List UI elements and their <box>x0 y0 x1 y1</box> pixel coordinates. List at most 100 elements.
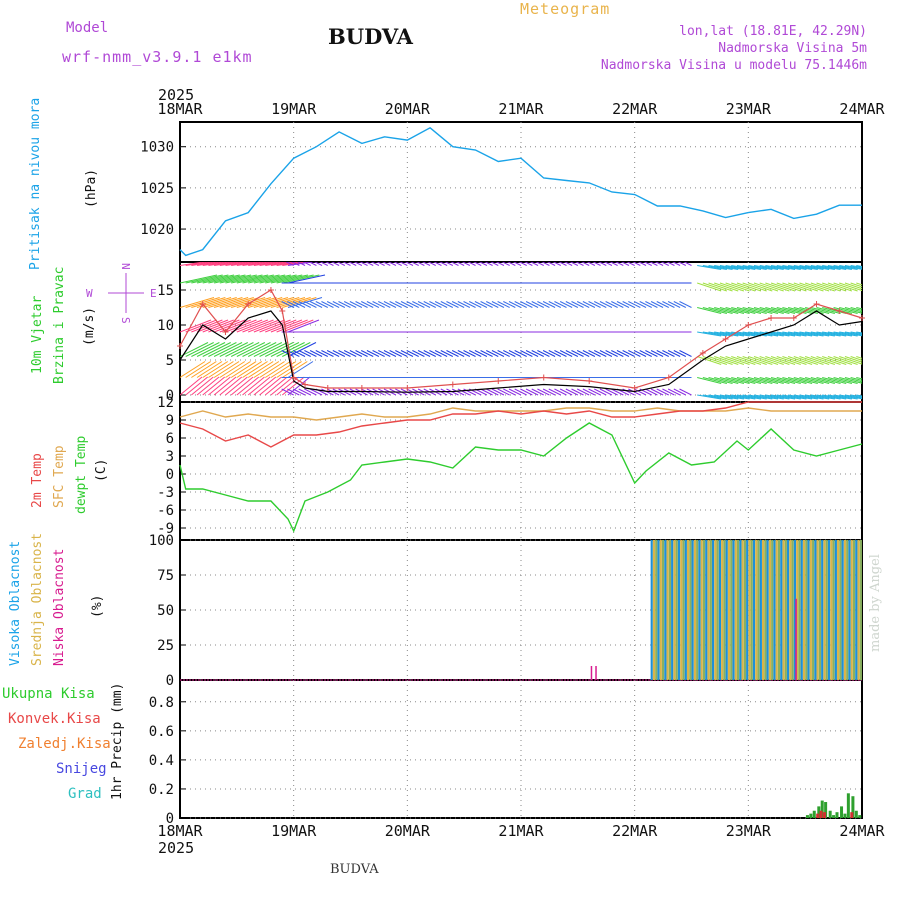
wind-barb <box>548 388 562 396</box>
wind-barb <box>495 262 505 266</box>
wind-barb <box>276 342 305 357</box>
wind-barb <box>650 301 664 308</box>
wind-barb <box>463 350 476 357</box>
wind-barb <box>793 331 818 337</box>
wind-barb <box>594 350 607 357</box>
wind-barb <box>782 265 807 270</box>
wind-barb <box>637 262 647 266</box>
wind-barb <box>770 282 796 292</box>
time-label-top: 19MAR <box>271 100 317 118</box>
gust-mark <box>722 336 729 342</box>
wind-barb <box>343 301 357 308</box>
compass-s: S <box>119 317 132 324</box>
wind-barb <box>520 388 533 396</box>
tick-label: -9 <box>157 521 174 537</box>
wind-barb <box>742 265 767 270</box>
wind-barb <box>259 297 294 308</box>
wind-barb <box>861 332 862 333</box>
wind-barbs <box>180 262 862 400</box>
wind-barb <box>208 274 246 284</box>
wind-barb <box>264 361 291 378</box>
wind-barb <box>451 301 465 308</box>
wind-barb <box>697 394 722 400</box>
wind-barb <box>736 377 762 384</box>
wind-barb <box>242 274 280 284</box>
wind-barb <box>725 307 750 314</box>
precip-bar <box>840 806 844 818</box>
wind-barb <box>714 377 739 384</box>
wind-barb <box>844 356 862 363</box>
wind-barb <box>850 394 862 398</box>
wind-barb <box>649 262 658 266</box>
wind-barb <box>276 376 299 396</box>
wind-barb <box>810 377 835 384</box>
wind-barb <box>548 350 562 357</box>
wind-barb <box>833 394 858 400</box>
wind-barb <box>569 262 579 266</box>
wind-barb <box>491 301 505 308</box>
wind-barb <box>731 394 756 400</box>
wind-barb <box>736 394 762 400</box>
wind-barb <box>213 376 237 396</box>
wind-barb <box>518 262 527 266</box>
wind-barb <box>776 394 801 400</box>
wind-barb <box>805 394 830 400</box>
wind-barb <box>805 282 830 292</box>
wind-barb <box>231 274 269 284</box>
wind-barb <box>304 350 317 357</box>
wind-barb <box>833 282 858 292</box>
wind-barb <box>191 376 214 396</box>
wind-barb <box>202 262 230 266</box>
data-marks: W E N S <box>86 126 865 818</box>
wind-barb <box>514 350 527 357</box>
wind-barb <box>542 350 556 357</box>
wind-barb <box>633 388 647 396</box>
elevation-label: Nadmorska Visina 5m <box>718 41 867 56</box>
wind-barb <box>742 307 767 314</box>
wind-barb <box>861 395 862 396</box>
wind-barb <box>673 388 687 396</box>
wind-barb <box>759 377 784 384</box>
wind-barb <box>708 331 733 337</box>
wind-barb <box>355 301 368 308</box>
wind-barb <box>856 331 862 334</box>
wind-barb <box>281 376 305 396</box>
wind-barb <box>514 301 527 308</box>
wind-barb <box>416 262 425 266</box>
wind-barb <box>742 394 767 400</box>
precip-bar <box>832 815 836 818</box>
wind-barb <box>225 319 257 333</box>
precip-bar <box>820 800 824 818</box>
wind-barb <box>180 274 218 284</box>
series-line <box>179 310 863 393</box>
wind-barb <box>292 350 306 357</box>
wind-barb <box>782 356 807 365</box>
wind-barb <box>822 356 847 365</box>
wind-barb <box>654 262 664 266</box>
wind-barb <box>497 301 510 308</box>
wind-barb <box>326 301 340 308</box>
wind-barb <box>281 388 294 396</box>
wind-barb <box>287 301 300 308</box>
wind-barb <box>180 297 215 308</box>
wind-barb <box>331 262 340 266</box>
wind-barb <box>770 307 796 314</box>
wind-barb <box>270 376 294 396</box>
wind-barb <box>389 301 402 308</box>
gust-mark <box>540 374 547 381</box>
tick-label: 10 <box>157 318 174 334</box>
wind-barb <box>788 265 813 270</box>
frozen-rain-label: Zaledj.Kisa <box>18 736 111 752</box>
wind-barb <box>219 319 251 333</box>
wind-barb <box>650 388 664 396</box>
wind-barb <box>296 262 306 266</box>
gust-mark <box>222 329 229 335</box>
tick-label: 1020 <box>140 222 174 238</box>
wind-barb <box>611 301 624 308</box>
wind-barb <box>242 262 270 266</box>
wind-barb <box>343 350 357 357</box>
gust-mark <box>586 378 593 384</box>
grid-lines <box>180 122 862 819</box>
total-rain-label: Ukupna Kisa <box>2 686 95 702</box>
